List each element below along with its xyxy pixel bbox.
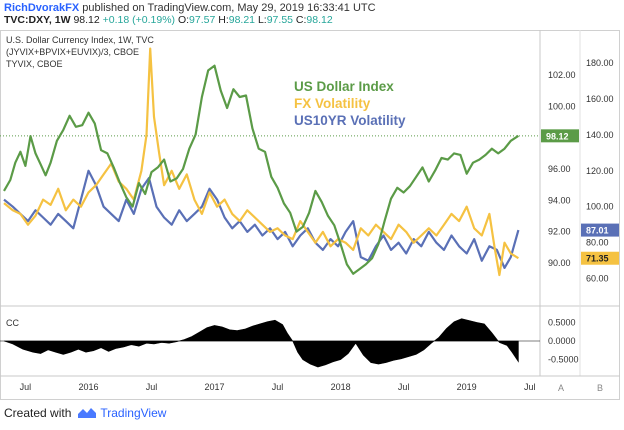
- time-axis-tick: Jul: [398, 382, 410, 392]
- vol-axis-tick: 180.00: [586, 58, 614, 68]
- vol-axis-tick: 120.00: [586, 166, 614, 176]
- axis-scale-a-button[interactable]: A: [558, 383, 564, 393]
- chart-header: RichDvorakFX published on TradingView.co…: [0, 0, 624, 26]
- tyvix-last-value-marker: 87.01: [581, 224, 619, 237]
- vol-axis-tick: 80.00: [586, 238, 609, 248]
- vol-axis-tick: 60.00: [586, 274, 609, 284]
- dxy-axis-tick: 92.00: [548, 227, 571, 237]
- dxy-axis-tick: 102.00: [548, 70, 576, 80]
- ohlc-line: TVC:DXY, 1W 98.12 +0.18 (+0.19%) O:97.57…: [4, 14, 333, 26]
- time-axis-tick: Jul: [20, 382, 32, 392]
- footer: Created with TradingView: [4, 406, 166, 420]
- vol-axis-tick: 100.00: [586, 202, 614, 212]
- vol-axis-tick: 140.00: [586, 130, 614, 140]
- dxy-axis-tick: 96.00: [548, 164, 571, 174]
- time-axis-tick: 2019: [457, 382, 477, 392]
- dxy-axis-tick: 100.00: [548, 101, 576, 111]
- close-value: 98.12: [306, 14, 332, 26]
- open-label: O:: [178, 14, 189, 26]
- time-axis-tick: 2017: [205, 382, 225, 392]
- price-change: +0.18 (+0.19%): [103, 14, 175, 26]
- chart-area[interactable]: CC 102.00100.0098.0096.0094.0092.0090.00…: [0, 30, 624, 400]
- high-label: H:: [218, 14, 229, 26]
- time-axis-tick: 2018: [331, 382, 351, 392]
- legend-line: U.S. Dollar Currency Index, 1W, TVC: [6, 35, 154, 45]
- cc-axis-tick: 0.0000: [548, 336, 576, 346]
- time-axis-tick: Jul: [146, 382, 158, 392]
- open-value: 97.57: [189, 14, 215, 26]
- axis-scale-b-button[interactable]: B: [597, 383, 603, 393]
- legend-line: TYVIX, CBOE: [6, 59, 63, 69]
- dxy-axis-tick: 94.00: [548, 195, 571, 205]
- published-text: published on TradingView.com, May 29, 20…: [82, 2, 375, 14]
- tradingview-logo-icon: [77, 406, 97, 420]
- time-axis-tick: Jul: [272, 382, 284, 392]
- fxvol-last-value-marker: 71.35: [581, 252, 619, 265]
- last-price: 98.12: [73, 14, 99, 26]
- close-label: C:: [296, 14, 307, 26]
- cc-axis-tick: 0.5000: [548, 317, 576, 327]
- tyvix-marker-label: 87.01: [586, 226, 609, 236]
- created-with-text: Created with: [4, 406, 71, 420]
- cc-axis-tick: -0.5000: [548, 355, 579, 365]
- publish-line: RichDvorakFX published on TradingView.co…: [4, 2, 376, 14]
- high-value: 98.21: [229, 14, 255, 26]
- cc-pane-label: CC: [6, 318, 19, 328]
- big-legend-entry: US Dollar Index: [294, 79, 394, 94]
- author-link[interactable]: RichDvorakFX: [4, 2, 79, 14]
- dxy-last-value-marker: 98.12: [541, 129, 579, 142]
- time-axis-tick: 2016: [78, 382, 98, 392]
- big-legend-entry: US10YR Volatility: [294, 113, 406, 128]
- vol-axis-tick: 160.00: [586, 94, 614, 104]
- symbol-label: TVC:DXY, 1W: [4, 14, 71, 26]
- fxvol-marker-label: 71.35: [586, 254, 609, 264]
- low-label: L:: [258, 14, 267, 26]
- time-axis-tick: Jul: [524, 382, 536, 392]
- tradingview-brand[interactable]: TradingView: [100, 406, 166, 420]
- big-legend-entry: FX Volatility: [294, 96, 371, 111]
- dxy-marker-label: 98.12: [546, 131, 569, 141]
- legend-line: (JYVIX+BPVIX+EUVIX)/3, CBOE: [6, 47, 139, 57]
- low-value: 97.55: [267, 14, 293, 26]
- dxy-axis-tick: 90.00: [548, 258, 571, 268]
